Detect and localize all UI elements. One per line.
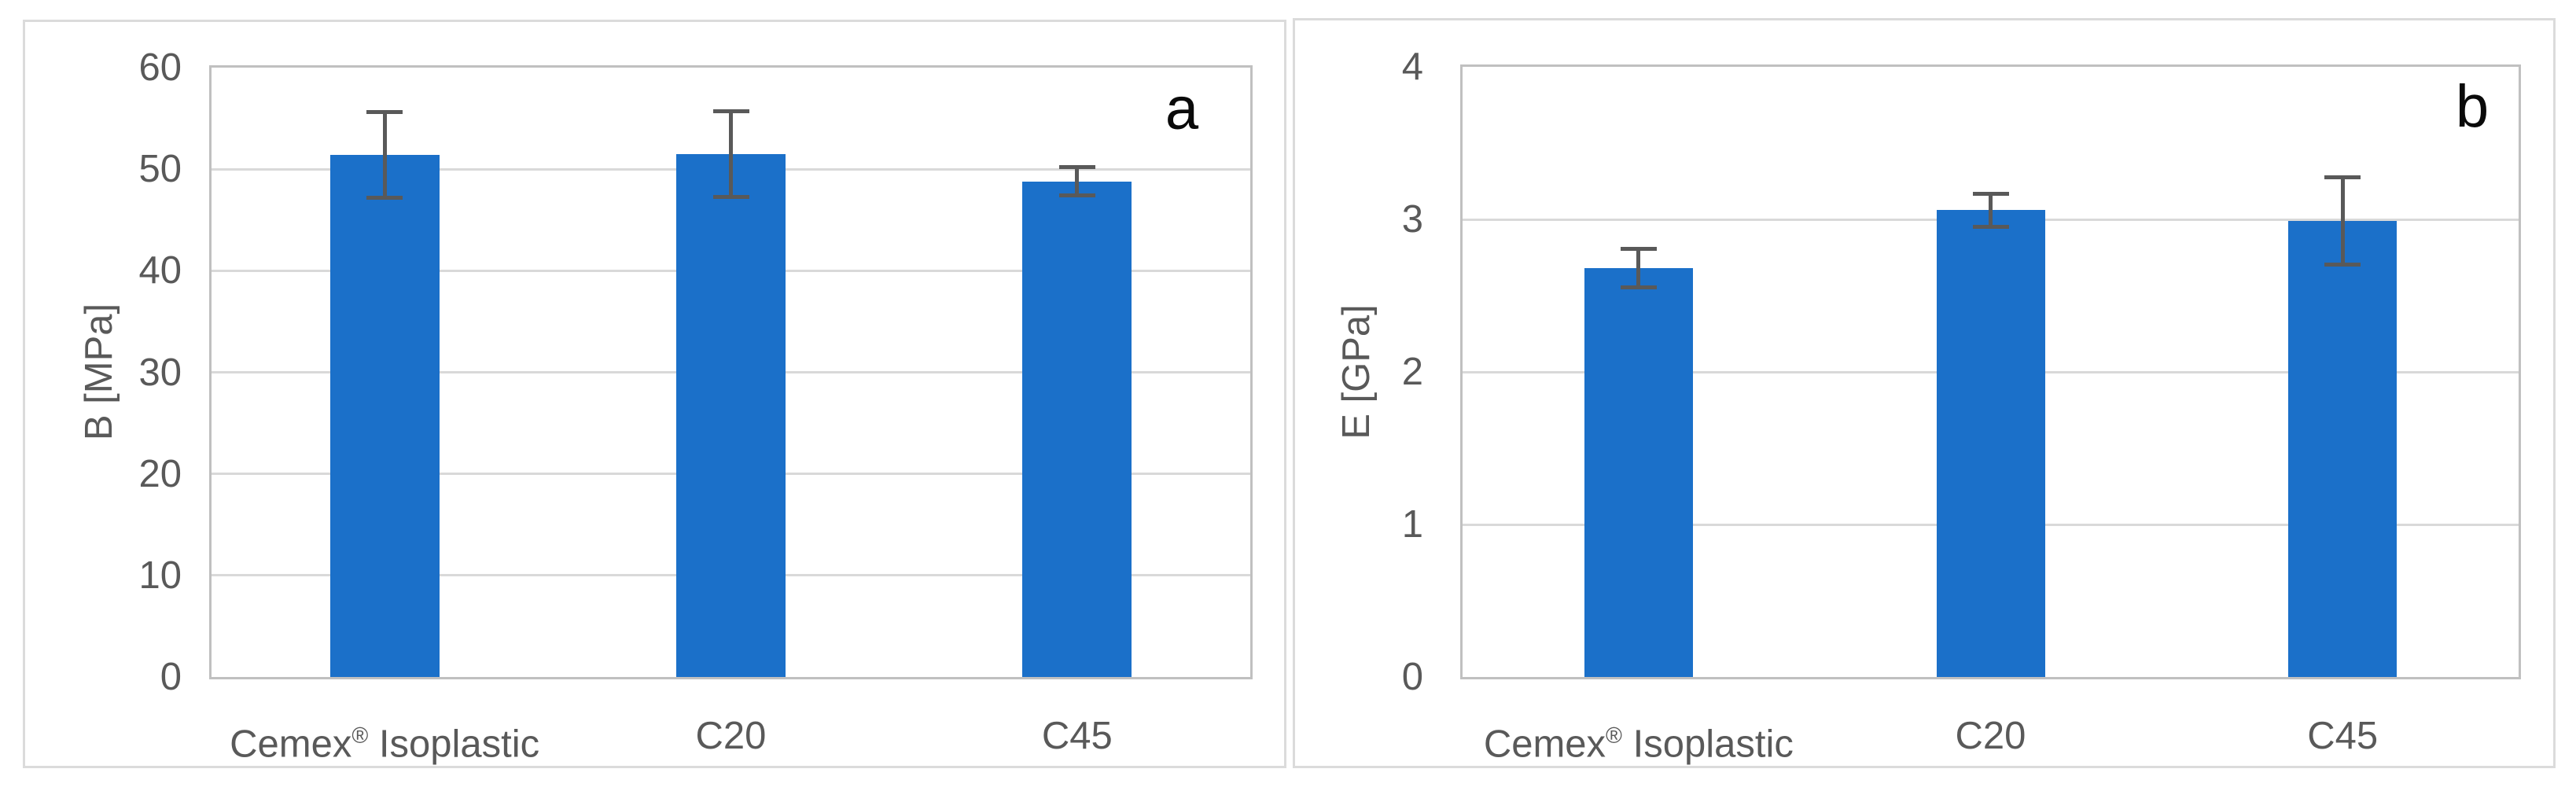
y-tick-label-30: 30 xyxy=(138,351,182,394)
x-category-label-cemex-isoplastic: Cemex® Isoplastic xyxy=(1483,723,1794,766)
error-bar-cemex-isoplastic xyxy=(1620,246,1657,290)
y-tick-label-60: 60 xyxy=(138,46,182,89)
x-category-label-c45: C45 xyxy=(2307,715,2379,757)
error-bar-stem xyxy=(1636,246,1641,290)
plot-area-b: b 0 1 2 3 4 Cemex® Isoplastic C20 C45 xyxy=(1402,46,2521,765)
x-category-label-cemex-isoplastic: Cemex® Isoplastic xyxy=(230,723,540,766)
bar-c45 xyxy=(1022,181,1132,677)
bar-cemex-isoplastic xyxy=(1584,268,1693,677)
chart-panel-a: B [MPa] a 0 10 20 30 40 50 60 Cemex® Isoplastic… xyxy=(23,20,1286,768)
y-tick-label-20: 20 xyxy=(138,452,182,495)
x-category-label-c20: C20 xyxy=(1955,715,2026,757)
error-bar-c20 xyxy=(712,109,749,199)
error-bar-cap-top xyxy=(366,110,403,115)
error-bar-stem xyxy=(729,109,733,199)
error-bar-cap-bottom xyxy=(1058,193,1095,198)
chart-panel-b: E [GPa] b 0 1 2 3 4 Cemex® Isoplastic C20 C45 xyxy=(1293,18,2556,768)
registered-trademark-symbol: ® xyxy=(1606,723,1622,749)
y-tick-label-2: 2 xyxy=(1401,351,1423,393)
error-bar-cap-top xyxy=(1620,246,1657,251)
error-bar-stem xyxy=(1989,192,1993,229)
error-bar-cap-bottom xyxy=(712,194,749,199)
error-bar-cemex-isoplastic xyxy=(366,110,403,200)
y-tick-label-3: 3 xyxy=(1401,198,1423,241)
error-bar-cap-top xyxy=(2324,175,2361,179)
y-tick-label-50: 50 xyxy=(138,148,182,191)
bar-cemex-isoplastic xyxy=(329,155,440,677)
x-category-label-c45: C45 xyxy=(1041,715,1113,757)
error-bar-cap-bottom xyxy=(366,195,403,200)
error-bar-cap-top xyxy=(712,109,749,113)
bar-c20 xyxy=(1936,210,2045,677)
bar-c20 xyxy=(676,153,786,677)
registered-trademark-symbol: ® xyxy=(351,723,369,749)
panel-letter-b: b xyxy=(2455,73,2490,140)
error-bar-c20 xyxy=(1972,192,2009,229)
error-bar-cap-bottom xyxy=(1972,224,2009,229)
error-bar-stem xyxy=(382,110,387,200)
plot-area-a: a 0 10 20 30 40 50 60 Cemex® Isoplastic C20 C45 xyxy=(138,46,1253,765)
error-bar-cap-top xyxy=(1058,165,1095,169)
panel-letter-a: a xyxy=(1165,75,1199,142)
error-bar-stem xyxy=(2340,175,2345,267)
x-category-label-c20: C20 xyxy=(695,715,767,757)
y-tick-label-0: 0 xyxy=(1401,656,1423,698)
error-bar-c45 xyxy=(1058,165,1095,198)
error-bar-cap-bottom xyxy=(1620,285,1657,290)
y-tick-label-1: 1 xyxy=(1401,503,1423,546)
y-tick-label-4: 4 xyxy=(1401,46,1423,88)
error-bar-cap-top xyxy=(1972,192,2009,197)
bar-c45 xyxy=(2288,220,2398,677)
y-tick-label-10: 10 xyxy=(138,554,182,597)
error-bar-cap-bottom xyxy=(2324,263,2361,267)
y-tick-label-40: 40 xyxy=(138,249,182,292)
error-bar-stem xyxy=(1075,165,1080,198)
error-bar-c45 xyxy=(2324,175,2361,267)
y-tick-label-0: 0 xyxy=(160,656,182,698)
